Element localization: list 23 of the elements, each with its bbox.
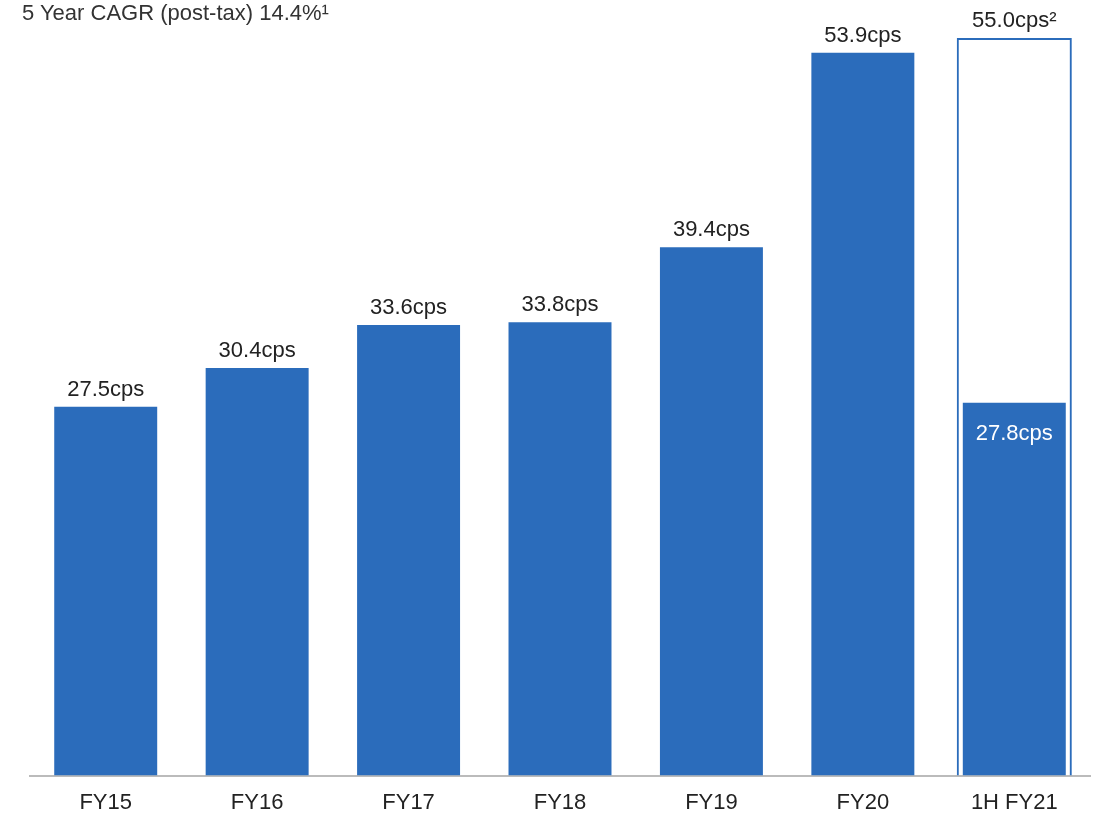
data-label: 39.4cps (672, 216, 750, 242)
x-tick-label: 1H FY21 (970, 788, 1058, 814)
data-label: 33.6cps (370, 294, 448, 320)
bar (508, 322, 612, 776)
x-tick-label: FY16 (230, 788, 284, 814)
bar (962, 402, 1066, 776)
data-label: 53.9cps (824, 21, 902, 47)
data-label: 55.0cps² (972, 7, 1057, 33)
x-tick-label: FY20 (836, 788, 890, 814)
data-label: 27.8cps (975, 419, 1053, 445)
data-label: 30.4cps (218, 336, 296, 362)
data-label: 33.8cps (521, 291, 599, 317)
bar (659, 247, 763, 776)
x-tick-label: FY19 (685, 788, 738, 814)
bar (54, 406, 158, 776)
bar (205, 367, 309, 776)
x-tick-label: FY18 (533, 788, 587, 814)
data-label: 27.5cps (67, 375, 145, 401)
bar (357, 324, 461, 776)
bar (811, 52, 915, 776)
x-tick-label: FY17 (382, 788, 435, 814)
chart-title: 5 Year CAGR (post-tax) 14.4%¹ (22, 0, 329, 26)
x-tick-label: FY15 (79, 788, 133, 814)
